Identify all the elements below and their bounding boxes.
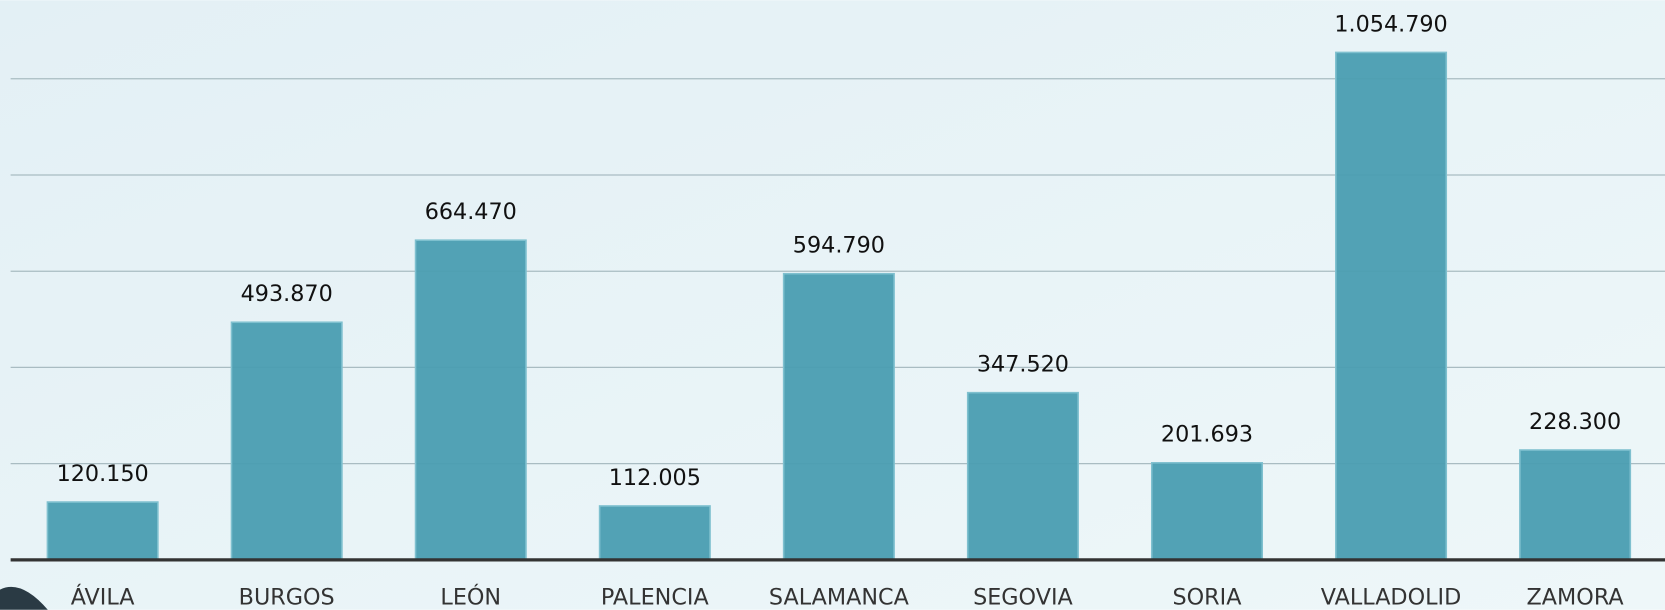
- value-label: 120.150: [57, 461, 149, 487]
- bar: [1150, 462, 1263, 561]
- value-label: 1.054.790: [1334, 11, 1447, 37]
- value-label: 664.470: [425, 199, 517, 225]
- value-label: 228.300: [1529, 409, 1621, 435]
- value-label: 493.870: [241, 281, 333, 307]
- bar: [46, 501, 159, 561]
- value-label: 347.520: [977, 352, 1069, 378]
- bar: [414, 239, 527, 561]
- x-tick-label: VALLADOLID: [1321, 585, 1461, 610]
- x-tick-label: ÁVILA: [71, 583, 136, 610]
- x-tick-label: SORIA: [1172, 585, 1242, 610]
- value-label: 112.005: [609, 465, 701, 491]
- x-tick-label: BURGOS: [239, 585, 335, 610]
- x-tick-label: LEÓN: [440, 583, 501, 610]
- bar: [1519, 449, 1632, 561]
- bar: [598, 505, 711, 561]
- x-tick-label: PALENCIA: [601, 585, 710, 610]
- bar: [1335, 51, 1448, 561]
- x-tick-label: ZAMORA: [1527, 585, 1625, 610]
- bar: [230, 321, 343, 561]
- bar: [782, 272, 895, 561]
- x-tick-label: SEGOVIA: [973, 585, 1073, 610]
- value-label: 201.693: [1161, 422, 1253, 448]
- value-label: 594.790: [793, 233, 885, 259]
- corner-swoosh: [0, 586, 48, 610]
- bar: [966, 391, 1079, 561]
- x-tick-label: SALAMANCA: [769, 585, 910, 610]
